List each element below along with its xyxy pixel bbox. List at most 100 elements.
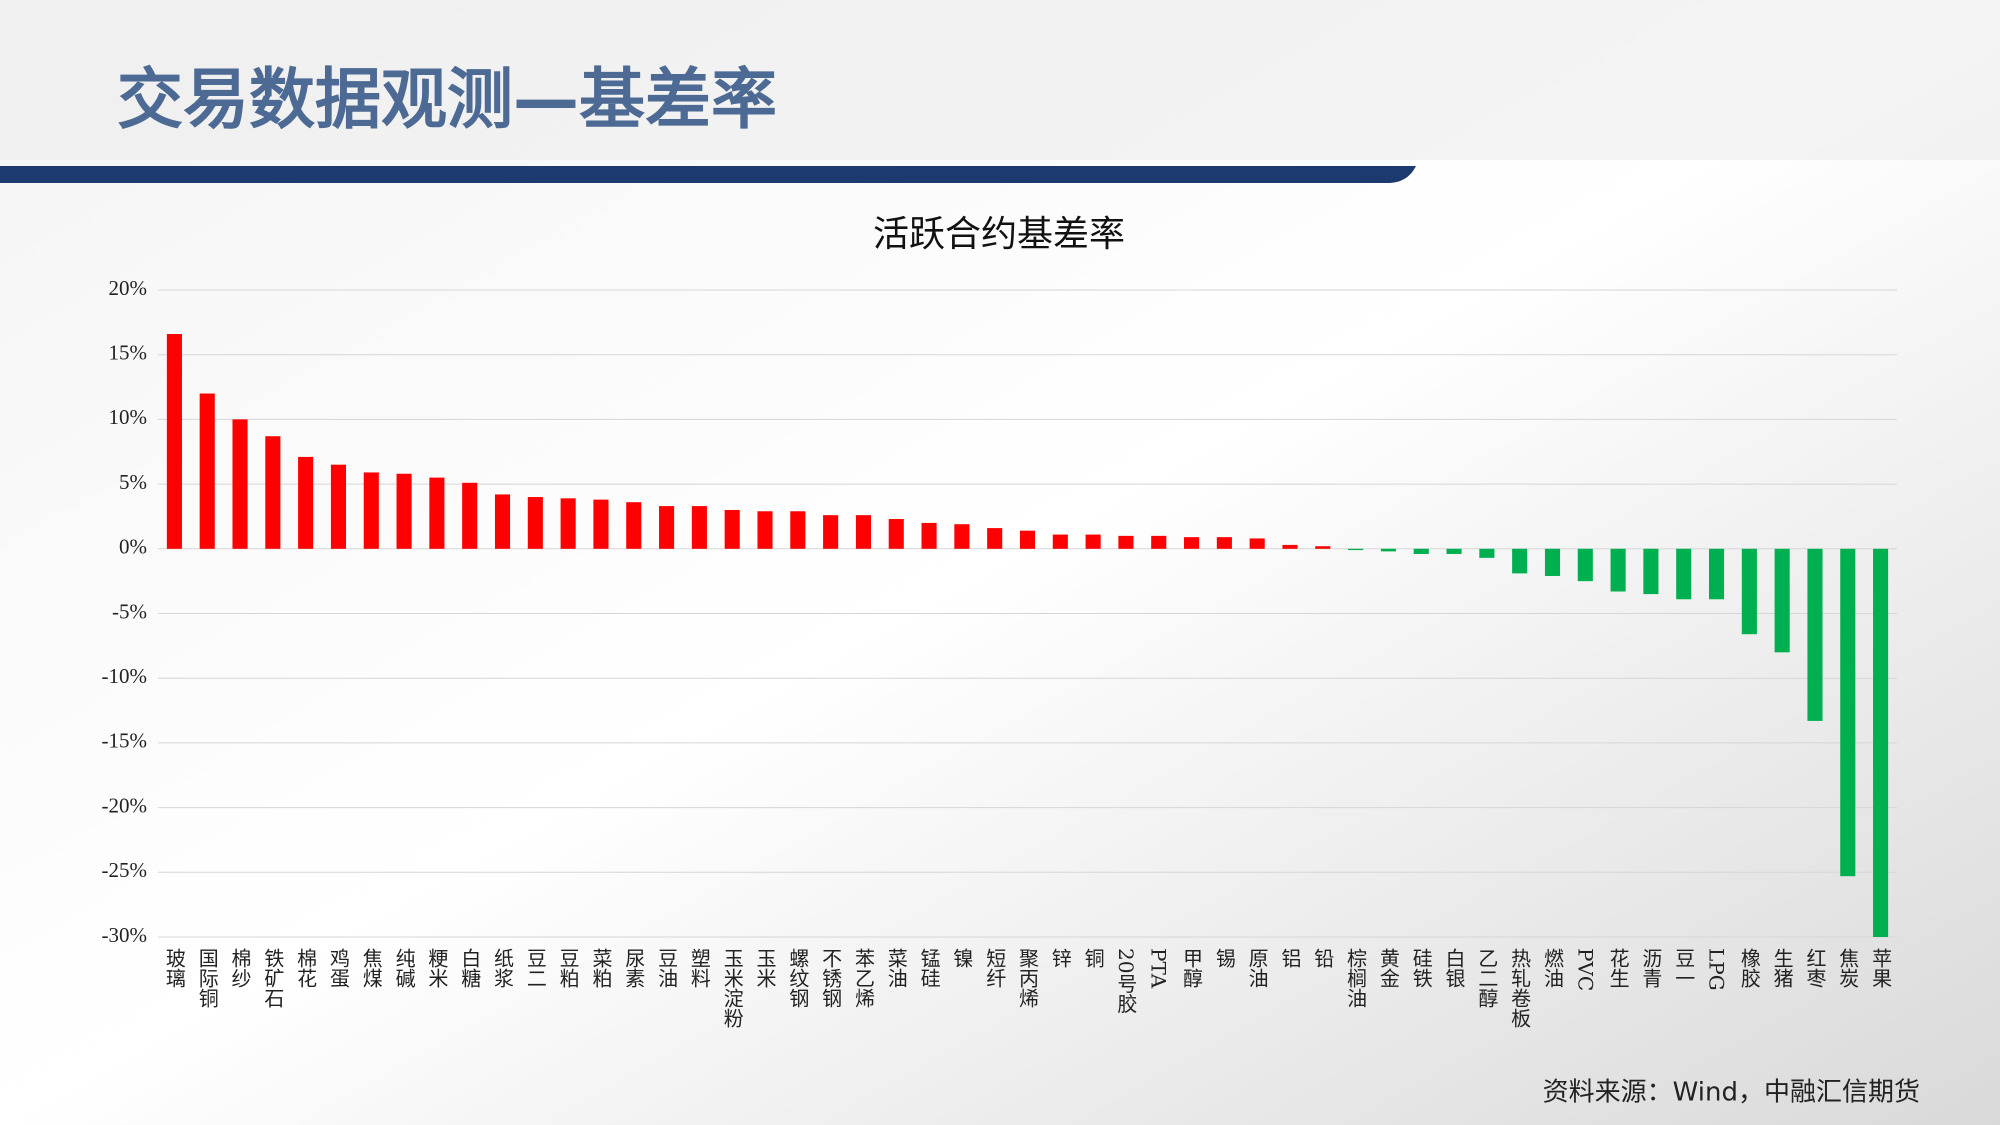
bar xyxy=(560,498,576,549)
bar xyxy=(265,436,281,549)
bar xyxy=(1840,548,1856,877)
bar xyxy=(1643,548,1659,595)
bar xyxy=(1708,548,1725,600)
bar xyxy=(1413,548,1429,554)
bar xyxy=(626,502,642,549)
bar xyxy=(823,515,839,549)
x-tick-label: 甲醇 xyxy=(1180,948,1204,988)
x-tick-label: 玉米淀粉 xyxy=(720,948,744,1028)
y-tick-label: 20% xyxy=(109,276,148,300)
x-tick-label: 鸡蛋 xyxy=(326,948,350,988)
bar xyxy=(1512,548,1528,574)
x-tick-label: 铜 xyxy=(1081,948,1105,968)
y-tick-label: -10% xyxy=(102,664,148,688)
bar xyxy=(527,497,543,549)
bar xyxy=(166,333,182,549)
y-tick-label: 5% xyxy=(119,470,147,494)
x-tick-label: 棉纱 xyxy=(228,948,252,988)
x-tick-label: 纯碱 xyxy=(392,948,416,988)
x-tick-label: 白银 xyxy=(1442,948,1466,988)
bar xyxy=(1380,548,1396,552)
source-note: 资料来源：Wind，中融汇信期货 xyxy=(1543,1078,1920,1108)
x-tick-label: 纸浆 xyxy=(491,948,515,988)
x-tick-label: 国际铜 xyxy=(195,948,219,1008)
bar xyxy=(1446,548,1462,554)
bar xyxy=(1577,548,1593,582)
bar xyxy=(462,482,478,549)
y-tick-label: -15% xyxy=(102,729,148,753)
bar xyxy=(1184,537,1200,549)
x-tick-label: 棕榈油 xyxy=(1344,948,1368,1008)
bar xyxy=(790,511,806,549)
bar xyxy=(330,464,347,549)
y-tick-label: -30% xyxy=(102,923,148,947)
bar xyxy=(987,528,1003,549)
x-tick-label: 生猪 xyxy=(1770,948,1794,988)
bar xyxy=(1610,548,1626,592)
x-tick-label: PVC xyxy=(1573,948,1597,991)
x-tick-label: 沥青 xyxy=(1639,948,1663,988)
x-tick-label: 黄金 xyxy=(1376,948,1400,988)
chart-title: 活跃合约基差率 xyxy=(873,214,1125,255)
y-tick-label: -20% xyxy=(102,793,148,817)
bar xyxy=(1052,534,1068,549)
x-tick-label: 豆油 xyxy=(655,948,679,988)
y-tick-label: 10% xyxy=(109,405,148,429)
bar xyxy=(1216,537,1232,549)
bar xyxy=(494,494,511,549)
x-tick-label: 豆二 xyxy=(523,948,547,988)
x-tick-label: PTA xyxy=(1147,948,1171,989)
x-tick-label: 锰硅 xyxy=(917,948,941,988)
header-background xyxy=(0,0,2000,160)
bar xyxy=(1151,535,1167,549)
bar xyxy=(1249,538,1265,549)
bar xyxy=(593,499,609,549)
x-tick-label: 硅铁 xyxy=(1409,948,1433,988)
bar xyxy=(1019,530,1036,549)
x-tick-label: 玻璃 xyxy=(162,948,186,988)
bar xyxy=(757,511,773,549)
x-tick-label: LPG xyxy=(1705,948,1729,991)
x-tick-label: 乙二醇 xyxy=(1475,948,1499,1008)
x-tick-label: 橡胶 xyxy=(1737,948,1761,988)
bar xyxy=(429,477,445,549)
x-tick-label: 铅 xyxy=(1311,948,1335,968)
x-tick-label: 铁矿石 xyxy=(261,948,285,1008)
bar xyxy=(1315,546,1331,549)
bar xyxy=(1807,548,1823,721)
x-tick-label: 红枣 xyxy=(1803,948,1827,988)
x-tick-label: 锌 xyxy=(1048,948,1072,968)
bar xyxy=(1348,548,1364,551)
bar xyxy=(1741,548,1757,635)
x-tick-label: 玉米 xyxy=(753,948,777,988)
bar xyxy=(1873,548,1889,937)
x-tick-label: 苹果 xyxy=(1869,948,1893,988)
bar xyxy=(396,473,412,549)
bar xyxy=(1085,534,1101,549)
x-tick-label: 短纤 xyxy=(983,948,1007,988)
x-tick-label: 菜油 xyxy=(884,948,908,988)
bar xyxy=(1676,548,1692,600)
x-tick-label: 不锈钢 xyxy=(819,948,843,1008)
x-tick-label: 铝 xyxy=(1278,948,1302,968)
x-tick-label: 热轧卷板 xyxy=(1508,948,1532,1028)
x-tick-label: 焦炭 xyxy=(1836,948,1860,988)
bar xyxy=(1118,535,1134,549)
x-tick-label: 镍 xyxy=(950,948,974,968)
bar xyxy=(232,419,248,549)
bar xyxy=(724,509,740,549)
x-tick-label: 苯乙烯 xyxy=(851,948,875,1008)
x-tick-label: 燃油 xyxy=(1540,948,1564,988)
x-tick-label: 粳米 xyxy=(425,948,449,988)
bar xyxy=(921,522,937,549)
x-tick-label: 原油 xyxy=(1245,948,1269,988)
y-tick-label: 0% xyxy=(119,535,147,559)
x-tick-label: 豆一 xyxy=(1672,948,1696,988)
y-tick-label: 15% xyxy=(109,341,148,365)
x-tick-label: 菜粕 xyxy=(589,948,613,988)
bar xyxy=(888,519,904,549)
bar xyxy=(855,515,871,549)
x-tick-label: 塑料 xyxy=(687,948,711,988)
y-tick-label: -5% xyxy=(112,599,147,623)
